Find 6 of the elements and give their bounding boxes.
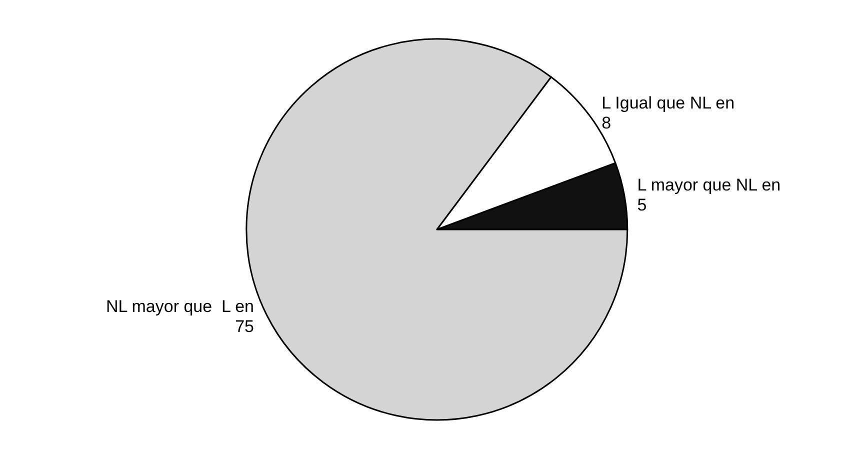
data-label: 8 (602, 113, 612, 132)
slice-label: L mayor que NL en (637, 175, 781, 194)
slice-label: NL mayor que L en (106, 297, 254, 316)
data-label: 5 (637, 195, 647, 214)
data-label: 75 (235, 317, 254, 336)
slice-label: L Igual que NL en (602, 93, 735, 112)
